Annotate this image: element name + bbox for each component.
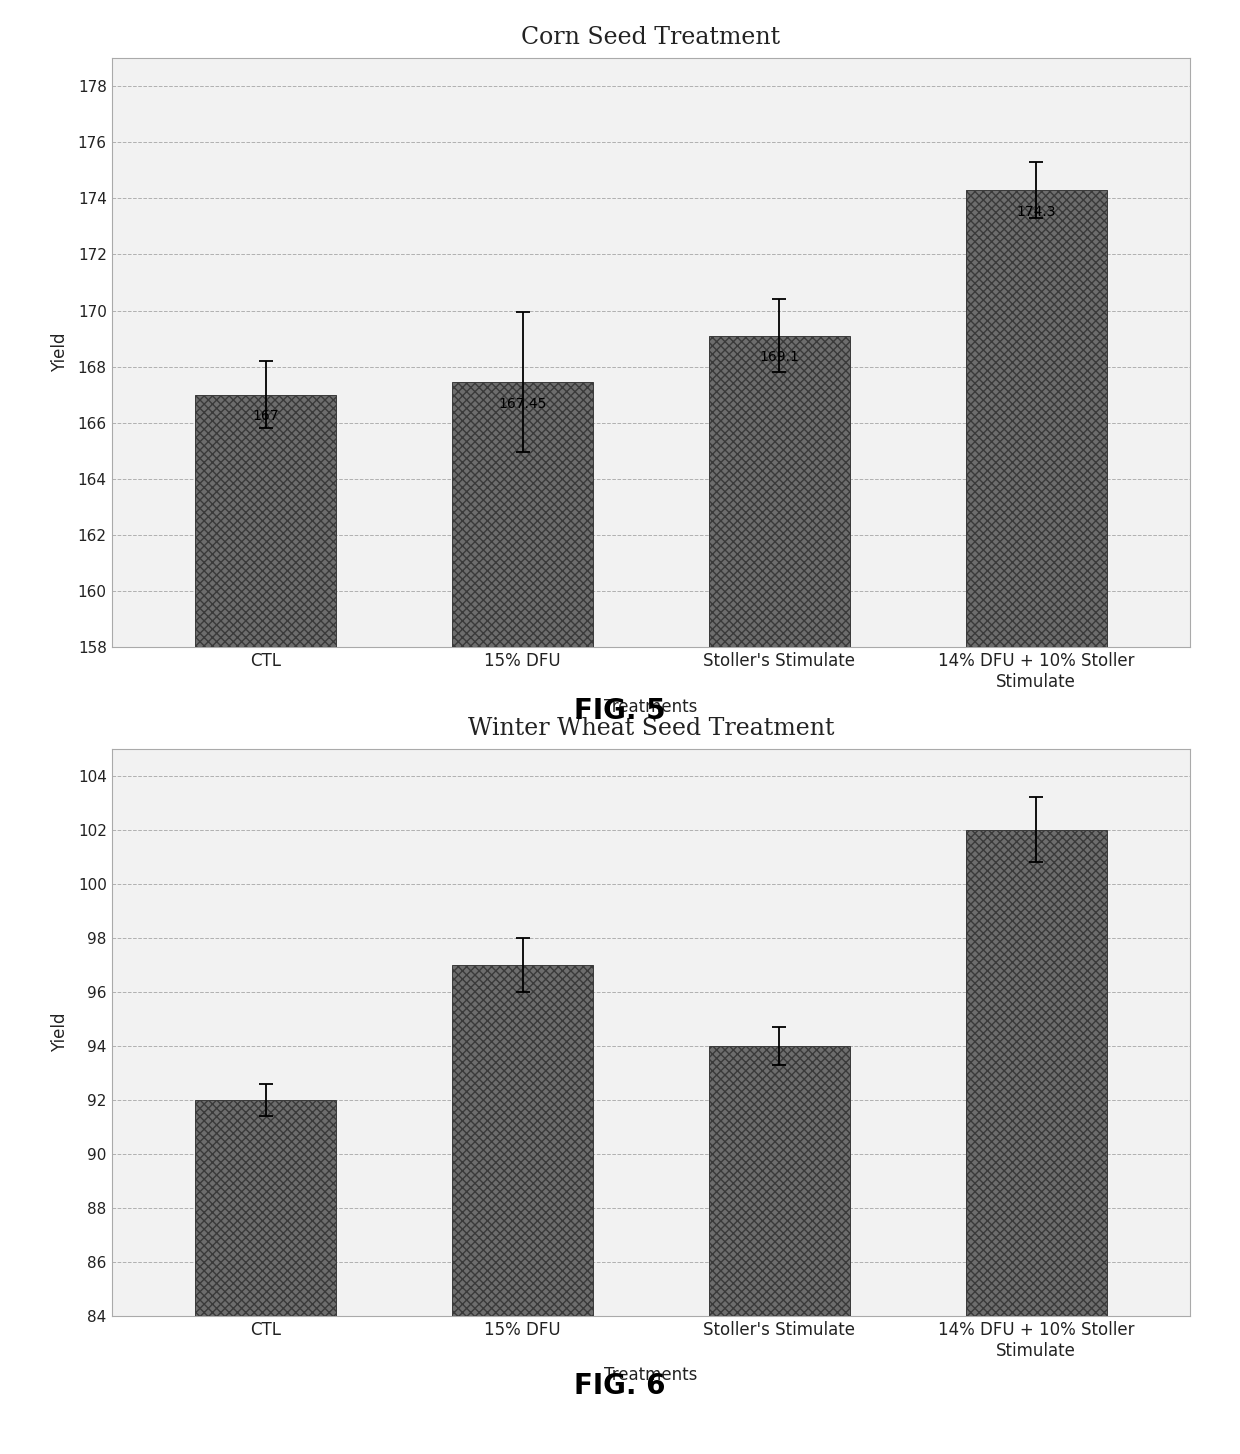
Text: 169.1: 169.1 [759,350,800,365]
Bar [195,1099,336,1454]
X-axis label: Treatments: Treatments [604,698,698,715]
Bar [966,190,1107,1454]
Bar [451,965,593,1454]
Text: 174.3: 174.3 [1017,205,1056,218]
Bar [195,394,336,1454]
Title: Winter Wheat Seed Treatment: Winter Wheat Seed Treatment [467,717,835,740]
Y-axis label: Yield: Yield [51,333,69,372]
Bar [966,830,1107,1454]
Bar [709,336,851,1454]
Text: 167: 167 [253,410,279,423]
Y-axis label: Yield: Yield [52,1012,69,1053]
X-axis label: Treatments: Treatments [604,1367,698,1384]
Bar [451,382,593,1454]
Bar [709,1045,851,1454]
Text: FIG. 5: FIG. 5 [574,696,666,726]
Text: FIG. 6: FIG. 6 [574,1371,666,1400]
Title: Corn Seed Treatment: Corn Seed Treatment [522,26,780,49]
Text: 167.45: 167.45 [498,397,547,411]
